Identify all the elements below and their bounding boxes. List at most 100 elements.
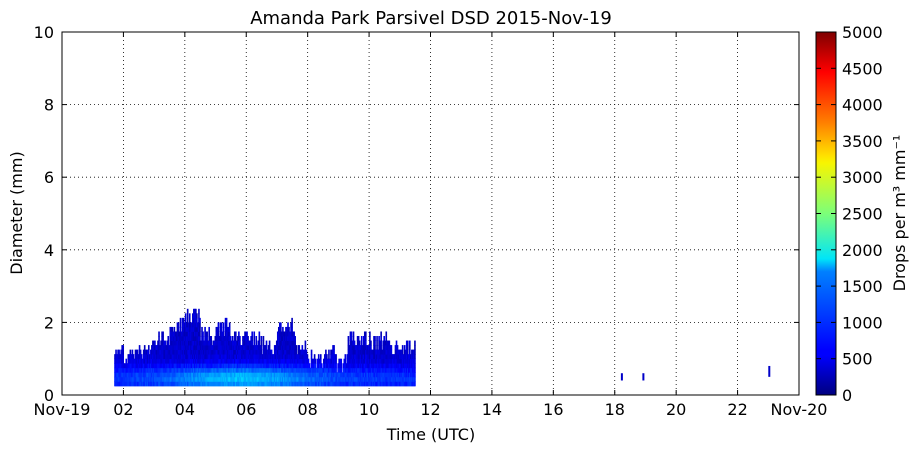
heatmap-cell xyxy=(255,336,258,341)
heatmap-cell xyxy=(196,376,198,382)
heatmap-cell xyxy=(287,326,289,332)
heatmap-cell xyxy=(176,376,179,382)
heatmap-cell xyxy=(137,376,140,382)
heatmap-cell xyxy=(318,376,321,382)
heatmap-cell xyxy=(360,340,363,346)
heatmap-cell xyxy=(306,367,309,373)
heatmap-cell xyxy=(275,363,278,369)
heatmap-cell xyxy=(154,367,156,373)
heatmap-cell xyxy=(385,331,388,337)
heatmap-cell xyxy=(214,381,217,387)
heatmap-cell xyxy=(394,376,397,382)
heatmap-cell xyxy=(131,363,134,369)
heatmap-cell xyxy=(200,340,202,346)
heatmap-cell xyxy=(118,376,120,382)
heatmap-cell xyxy=(303,381,306,387)
heatmap-cell xyxy=(164,372,166,378)
heatmap-cell xyxy=(362,372,365,378)
heatmap-cell xyxy=(199,336,201,341)
heatmap-cell xyxy=(261,372,264,378)
heatmap-cell xyxy=(337,376,339,382)
heatmap-cell xyxy=(130,381,133,387)
heatmap-cell xyxy=(287,358,289,364)
heatmap-cell xyxy=(224,340,227,346)
heatmap-cell xyxy=(196,345,198,351)
heatmap-cell xyxy=(196,381,198,387)
heatmap-cell xyxy=(204,381,206,387)
heatmap-cell xyxy=(309,372,312,378)
heatmap-cell xyxy=(368,354,370,360)
heatmap-cell xyxy=(154,381,156,387)
heatmap-cell xyxy=(359,363,362,369)
heatmap-cell xyxy=(181,340,184,346)
heatmap-cell xyxy=(259,381,262,387)
heatmap-cell xyxy=(372,381,374,387)
heatmap-cell xyxy=(236,367,238,373)
heatmap-cell xyxy=(292,336,294,341)
heatmap-cell xyxy=(198,358,200,364)
heatmap-cell xyxy=(199,376,201,382)
heatmap-cell xyxy=(346,367,349,373)
heatmap-cell xyxy=(371,349,373,355)
heatmap-cell xyxy=(414,354,416,360)
heatmap-cell xyxy=(343,363,346,369)
heatmap-cell xyxy=(281,331,283,337)
heatmap-cell xyxy=(344,381,347,387)
heatmap-cell xyxy=(398,376,401,382)
heatmap-cell xyxy=(340,358,343,364)
heatmap-cell xyxy=(276,376,279,382)
heatmap-cell xyxy=(176,381,179,387)
heatmap-cell xyxy=(285,381,287,387)
heatmap-cell xyxy=(119,367,121,373)
heatmap-cell xyxy=(405,376,408,382)
heatmap-cell xyxy=(217,376,220,382)
heatmap-cell xyxy=(114,381,116,387)
heatmap-cell xyxy=(308,381,311,387)
heatmap-cell xyxy=(386,367,389,373)
heatmap-cell xyxy=(403,367,406,373)
heatmap-cell xyxy=(158,336,160,341)
heatmap-cell xyxy=(132,376,135,382)
heatmap-cell xyxy=(361,372,364,378)
heatmap-cell xyxy=(192,349,194,355)
heatmap-cell xyxy=(281,372,283,378)
colorbar-tick-label: 0 xyxy=(842,386,852,405)
heatmap-cell xyxy=(357,367,360,373)
heatmap-cell xyxy=(201,345,203,351)
heatmap-cell xyxy=(126,367,129,373)
heatmap-cell xyxy=(132,367,135,373)
heatmap-cell xyxy=(355,358,358,364)
heatmap-cell xyxy=(188,340,191,346)
heatmap-cell xyxy=(171,367,174,373)
heatmap-cell xyxy=(287,345,289,351)
heatmap-cell xyxy=(244,340,246,346)
heatmap-cell xyxy=(177,349,180,355)
heatmap-cell xyxy=(316,376,319,382)
heatmap-cell xyxy=(206,345,208,351)
heatmap-cell xyxy=(198,354,200,360)
heatmap-cell xyxy=(234,345,237,351)
heatmap-cell xyxy=(203,354,205,360)
heatmap-cell xyxy=(375,363,377,369)
heatmap-cell xyxy=(169,367,172,373)
heatmap-cell xyxy=(308,363,311,369)
heatmap-cell xyxy=(298,367,301,373)
heatmap-cell xyxy=(174,345,177,351)
heatmap-cell xyxy=(154,349,156,355)
heatmap-cell xyxy=(158,363,160,369)
heatmap-cell xyxy=(122,376,125,382)
heatmap-cell xyxy=(239,354,241,360)
heatmap-cell xyxy=(250,336,252,341)
heatmap-cell xyxy=(310,376,313,382)
heatmap-cell xyxy=(172,363,175,369)
heatmap-cell xyxy=(198,326,200,332)
heatmap-cell xyxy=(192,313,194,319)
heatmap-cell xyxy=(400,367,403,373)
heatmap-cell xyxy=(338,376,340,382)
heatmap-cell xyxy=(331,358,333,364)
heatmap-cell xyxy=(210,340,213,346)
heatmap-cell xyxy=(293,367,295,373)
heatmap-cell xyxy=(332,376,334,382)
heatmap-cell xyxy=(195,349,197,355)
heatmap-cell xyxy=(220,322,223,328)
